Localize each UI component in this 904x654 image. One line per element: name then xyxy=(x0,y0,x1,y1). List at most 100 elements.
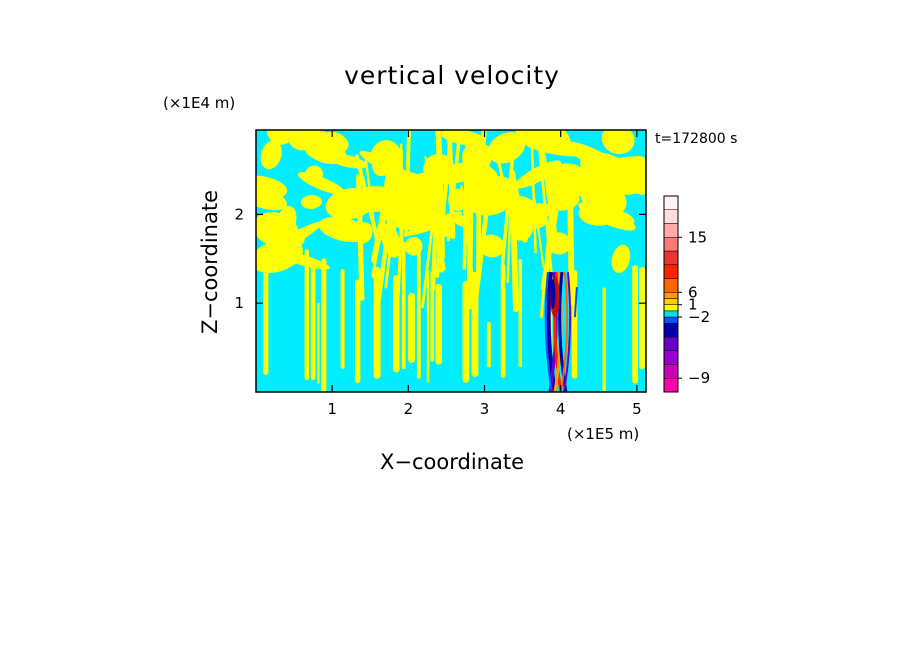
plume-streak xyxy=(562,272,572,392)
yellow-streak xyxy=(430,271,435,362)
yellow-streak xyxy=(426,270,430,383)
yellow-blob xyxy=(318,216,369,243)
colorbar-swatch xyxy=(663,223,679,238)
yellow-blob xyxy=(486,176,513,188)
plot-frame xyxy=(255,129,647,393)
yellow-blob xyxy=(297,172,346,196)
yellow-blob xyxy=(303,133,346,165)
yellow-streak xyxy=(401,241,406,370)
disturbance-plume xyxy=(544,271,578,392)
x-tick-label: 5 xyxy=(632,400,642,418)
colorbar-swatch xyxy=(663,350,679,365)
colorbar-swatch xyxy=(663,378,679,393)
yellow-streak xyxy=(500,263,506,378)
yellow-blob xyxy=(372,156,391,177)
yellow-blob xyxy=(578,202,617,226)
yellow-streak xyxy=(518,259,522,367)
colorbar-swatch xyxy=(663,298,679,305)
colorbar-swatch xyxy=(663,322,679,338)
yellow-streak xyxy=(317,302,320,384)
chart-title: vertical velocity xyxy=(344,61,560,90)
yellow-streak xyxy=(376,185,396,301)
yellow-streak xyxy=(363,151,378,247)
yellow-streak xyxy=(371,158,397,263)
yellow-blob xyxy=(325,187,375,220)
yellow-streak xyxy=(486,322,491,368)
yellow-streak xyxy=(476,141,482,278)
x-axis-label: X−coordinate xyxy=(380,450,524,474)
yellow-streak xyxy=(355,279,361,384)
colorbar-swatch xyxy=(663,316,679,324)
time-label: t=172800 s xyxy=(655,131,737,147)
yellow-streak xyxy=(462,130,470,270)
yellow-blob xyxy=(619,155,646,185)
plume-streak xyxy=(573,287,578,318)
yellow-blob xyxy=(256,239,303,273)
colorbar-swatch xyxy=(663,304,679,312)
yellow-blob xyxy=(523,139,586,157)
x-tick-label: 3 xyxy=(480,400,490,418)
yellow-streak xyxy=(632,265,638,384)
yellow-streak xyxy=(473,183,492,302)
yellow-streak xyxy=(340,269,345,369)
yellow-streak xyxy=(459,185,478,306)
y-tick-label: 2 xyxy=(234,205,244,223)
colorbar-swatch xyxy=(663,364,679,379)
plume-streak xyxy=(559,272,569,392)
yellow-streak xyxy=(435,283,442,365)
plume-core-blue xyxy=(550,279,556,310)
colorbar-swatch xyxy=(663,264,679,279)
yellow-blob xyxy=(300,195,322,209)
x-tick-label: 1 xyxy=(327,400,337,418)
yellow-streak xyxy=(537,143,554,288)
yellow-streak xyxy=(509,173,519,313)
yellow-streak xyxy=(263,267,269,375)
yellow-streak xyxy=(494,148,515,230)
y-axis-label: Z−coordinate xyxy=(198,190,222,334)
yellow-streak xyxy=(567,184,575,306)
colorbar-swatch xyxy=(663,310,679,318)
yellow-blob xyxy=(479,234,505,258)
yellow-blob xyxy=(256,179,287,211)
colorbar-swatch xyxy=(663,336,679,351)
y-axis: 12 xyxy=(234,205,646,312)
colorbar-swatch xyxy=(663,278,679,293)
yellow-streak xyxy=(446,130,456,239)
x-axis: 1 2 3 4 5 xyxy=(327,130,642,418)
colorbar-label: 15 xyxy=(688,228,707,246)
colorbar: −9 −216 15 xyxy=(663,195,710,393)
yellow-streak xyxy=(540,147,559,248)
plume-streak xyxy=(558,271,568,392)
yellow-streak xyxy=(529,170,545,268)
yellow-streak xyxy=(431,171,447,239)
yellow-blob xyxy=(611,244,631,274)
x-tick-label: 2 xyxy=(404,400,414,418)
yellow-streak xyxy=(408,292,415,363)
x-tick-label: 4 xyxy=(556,400,566,418)
yellow-streak xyxy=(416,248,421,379)
colorbar-swatch xyxy=(663,195,679,210)
yellow-streak xyxy=(321,258,327,392)
colorbar-swatch xyxy=(663,250,679,266)
yellow-streak xyxy=(384,148,403,289)
yellow-blob xyxy=(276,205,297,236)
yellow-streak xyxy=(310,262,316,381)
yellow-streak xyxy=(424,156,446,271)
yellow-streak xyxy=(304,249,309,380)
colorbar-swatch xyxy=(663,292,679,299)
yellow-streak xyxy=(395,180,406,317)
yellow-streak xyxy=(602,287,606,392)
yellow-streak xyxy=(356,173,365,301)
y-unit-label: (×1E4 m) xyxy=(163,94,235,112)
colorbar-swatch xyxy=(663,237,679,252)
plot-area xyxy=(256,130,646,392)
yellow-blob xyxy=(601,130,635,155)
colorbar-swatch xyxy=(663,209,679,224)
yellow-blob xyxy=(390,170,444,205)
yellow-blob xyxy=(514,160,562,189)
colorbar-frame xyxy=(663,195,679,393)
yellow-blob xyxy=(260,140,282,170)
colorbar-label: 1 xyxy=(688,296,698,314)
y-tick-label: 1 xyxy=(234,294,244,312)
